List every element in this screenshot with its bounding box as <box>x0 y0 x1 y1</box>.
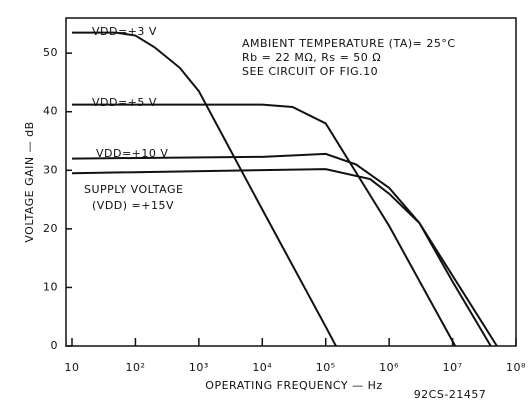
annotation: SUPPLY VOLTAGE <box>84 183 183 196</box>
y-tick-label: 20 <box>43 222 58 235</box>
x-tick-label: 10 <box>65 361 80 374</box>
curve-label: (VDD) =+15V <box>92 199 174 212</box>
curve-label: VDD=+3 V <box>92 25 157 38</box>
x-tick-label: 10⁸ <box>506 361 526 374</box>
x-tick-label: 10⁴ <box>252 361 272 374</box>
curve <box>72 31 337 347</box>
curve <box>72 103 457 347</box>
x-tick-label: 10⁶ <box>379 361 399 374</box>
annotation: Rb = 22 MΩ, Rs = 50 Ω <box>242 51 381 64</box>
y-tick-label: 40 <box>43 105 58 118</box>
x-tick-label: 10⁷ <box>443 361 463 374</box>
curve-label: VDD=+5 V <box>92 96 157 109</box>
curve <box>71 168 498 347</box>
y-tick-label: 10 <box>43 280 58 293</box>
figure-code: 92CS-21457 <box>414 388 487 401</box>
annotation: SEE CIRCUIT OF FIG.10 <box>242 65 378 78</box>
y-axis-label: VOLTAGE GAIN — dB <box>23 121 36 242</box>
plot-frame <box>65 17 517 347</box>
x-tick-label: 10² <box>125 361 145 374</box>
y-tick-label: 30 <box>43 163 58 176</box>
x-axis-label: OPERATING FREQUENCY — Hz <box>205 379 382 392</box>
annotation: AMBIENT TEMPERATURE (TA)= 25°C <box>242 37 456 50</box>
curve-label: VDD=+10 V <box>96 147 168 160</box>
x-tick-label: 10³ <box>189 361 209 374</box>
y-tick-label: 50 <box>43 46 58 59</box>
curve <box>71 152 492 347</box>
x-tick-label: 10⁵ <box>316 361 336 374</box>
y-tick-label: 0 <box>51 339 59 352</box>
